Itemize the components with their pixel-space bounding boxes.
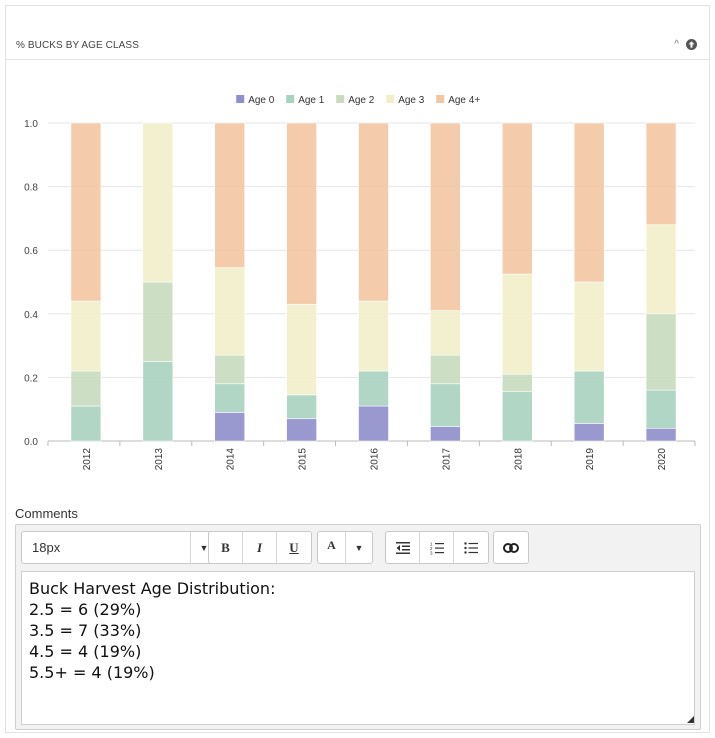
- bar-segment: [358, 300, 389, 372]
- bar-segment: [501, 373, 533, 393]
- svg-text:3: 3: [430, 550, 433, 555]
- bar-segment: [501, 391, 533, 442]
- underline-button[interactable]: U: [289, 539, 299, 555]
- svg-text:2: 2: [430, 546, 433, 551]
- outdent-icon[interactable]: [386, 532, 420, 563]
- bar-segment: [214, 383, 246, 413]
- font-size-select[interactable]: 18px: [22, 532, 191, 563]
- list-group: 1 2 3: [385, 531, 489, 564]
- bar-segment: [645, 389, 677, 429]
- font-color-button[interactable]: A: [318, 532, 346, 563]
- bar-segment: [70, 370, 102, 407]
- legend-label: Age 1: [298, 95, 325, 106]
- legend-swatch: [336, 95, 345, 103]
- x-tick-label: 2020: [657, 448, 668, 471]
- font-color-dropdown-icon[interactable]: ▼: [354, 542, 364, 553]
- comments-text-area[interactable]: Buck Harvest Age Distribution: 2.5 = 6 (…: [21, 571, 695, 725]
- x-tick-label: 2014: [226, 448, 237, 471]
- bar-segment: [142, 361, 174, 442]
- legend-label: Age 4+: [448, 95, 480, 106]
- italic-button[interactable]: I: [243, 532, 277, 563]
- panel-title: % BUCKS BY AGE CLASS: [16, 40, 139, 51]
- link-icon[interactable]: [494, 532, 528, 563]
- bold-button[interactable]: B: [209, 532, 243, 563]
- bar-segment: [358, 370, 389, 407]
- legend-swatch: [436, 95, 445, 103]
- bar-segment: [358, 405, 389, 442]
- bar-segment: [70, 405, 102, 442]
- y-tick-label: 0.8: [24, 183, 38, 194]
- x-tick-label: 2013: [154, 448, 165, 471]
- bar-segment: [286, 394, 317, 420]
- y-tick-label: 0.4: [24, 310, 38, 321]
- legend-swatch: [386, 95, 395, 103]
- x-tick-label: 2016: [370, 448, 381, 471]
- y-tick-label: 0.2: [24, 373, 38, 384]
- bar-segment: [501, 122, 533, 275]
- y-tick-label: 1.0: [24, 119, 38, 130]
- x-tick-label: 2019: [585, 448, 596, 471]
- bar-segment: [286, 303, 317, 396]
- bar-segment: [214, 354, 246, 385]
- bar-segment: [286, 418, 317, 442]
- x-tick-label: 2018: [513, 448, 524, 471]
- bar-segment: [573, 122, 605, 283]
- comments-editor: 18px ▼ B I U A ▼ 1: [15, 524, 701, 730]
- bar-segment: [645, 122, 677, 226]
- bar-segment: [501, 273, 533, 375]
- legend-swatch: [236, 95, 245, 103]
- resize-handle[interactable]: [687, 716, 694, 723]
- bar-segment: [70, 300, 102, 372]
- legend-swatch: [286, 95, 295, 103]
- bar-segment: [358, 122, 389, 302]
- ordered-list-icon[interactable]: 1 2 3: [420, 532, 454, 563]
- bar-segment: [645, 224, 677, 315]
- bar-segment: [573, 281, 605, 372]
- link-group: [493, 531, 529, 564]
- color-group: A ▼: [317, 531, 373, 564]
- x-tick-label: 2012: [82, 448, 93, 471]
- x-tick-label: 2015: [298, 448, 309, 471]
- comment-line: Buck Harvest Age Distribution:: [29, 579, 276, 598]
- bar-segment: [645, 313, 677, 391]
- bar-segment: [430, 426, 461, 442]
- unordered-list-icon[interactable]: [454, 532, 488, 563]
- bar-segment: [430, 122, 461, 311]
- font-size-dropdown-icon[interactable]: ▼: [199, 542, 209, 553]
- bar-segment: [142, 281, 174, 362]
- comments-label: Comments: [15, 506, 78, 521]
- svg-text:1: 1: [430, 541, 433, 546]
- bar-segment: [573, 423, 605, 442]
- comment-line: 3.5 = 7 (33%): [29, 621, 142, 640]
- bar-segment: [430, 310, 461, 356]
- bar-segment: [286, 122, 317, 305]
- legend-label: Age 2: [348, 95, 375, 106]
- comment-line: 5.5+ = 4 (19%): [29, 663, 155, 682]
- stacked-bar-chart: 0.0 0.2 0.4 0.6 0.8 1.0 2012 2013 2014 2015 2016 20…: [24, 95, 696, 471]
- font-size-group: 18px ▼: [21, 531, 218, 564]
- bar-segment: [142, 122, 174, 283]
- legend-label: Age 3: [398, 95, 425, 106]
- bar-segment: [214, 267, 246, 356]
- panel-header: % BUCKS BY AGE CLASS ^: [6, 30, 709, 60]
- up-arrow-circle-icon[interactable]: [686, 39, 697, 50]
- bar-segment: [430, 354, 461, 385]
- bar-segment: [430, 383, 461, 427]
- bar-segment: [70, 122, 102, 302]
- bar-segment: [645, 427, 677, 442]
- y-tick-label: 0.6: [24, 246, 38, 257]
- collapse-caret-icon[interactable]: ^: [674, 39, 679, 50]
- format-group: B I U: [208, 531, 312, 564]
- editor-toolbar: 18px ▼ B I U A ▼ 1: [16, 525, 700, 571]
- legend-label: Age 0: [248, 95, 275, 106]
- y-tick-label: 0.0: [24, 437, 38, 448]
- bar-segment: [214, 122, 246, 268]
- bar-segment: [214, 412, 246, 442]
- comment-line: 4.5 = 4 (19%): [29, 642, 142, 661]
- x-tick-label: 2017: [441, 448, 452, 471]
- bar-segment: [573, 370, 605, 424]
- comment-line: 2.5 = 6 (29%): [29, 600, 142, 619]
